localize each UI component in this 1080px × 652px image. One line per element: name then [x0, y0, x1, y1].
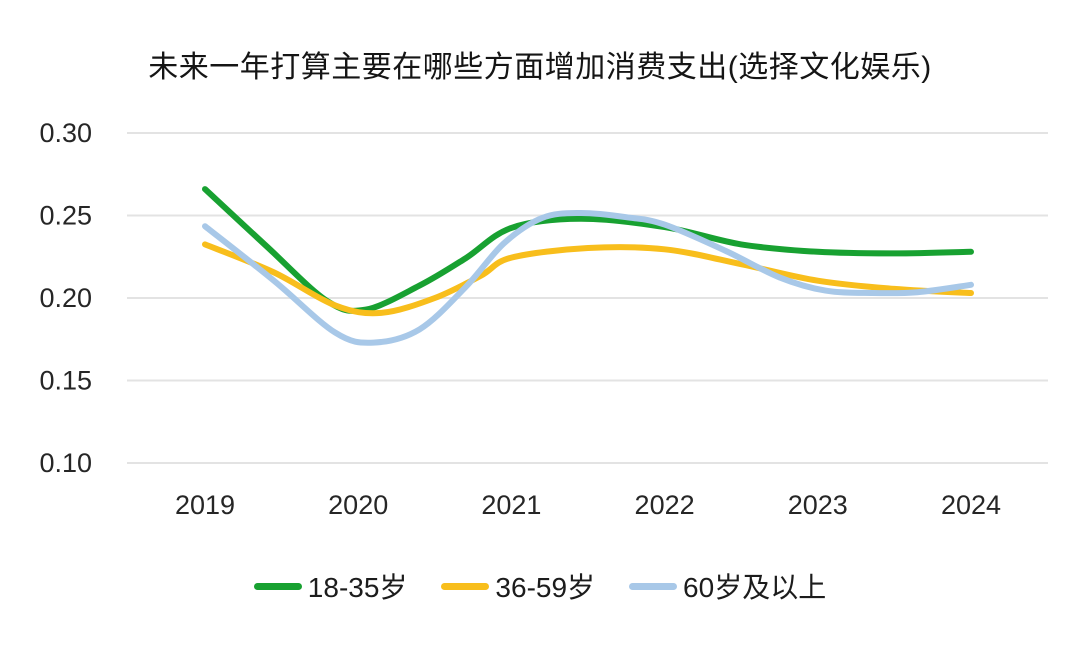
x-tick-label-2024: 2024	[941, 490, 1001, 520]
legend-item-0: 18-35岁	[253, 566, 408, 606]
x-tick-label-2023: 2023	[788, 490, 848, 520]
series-line-1	[202, 241, 974, 317]
legend-item-1: 36-59岁	[441, 566, 595, 606]
y-tick-label-0.25: 0.25	[39, 201, 92, 231]
legend-swatch-icon	[253, 582, 302, 590]
x-tick-label-2019: 2019	[175, 490, 235, 520]
chart-legend: 18-35岁 36-59岁 60岁及以上	[0, 566, 1080, 606]
legend-item-2: 60岁及以上	[629, 566, 826, 606]
x-tick-label-2020: 2020	[328, 490, 388, 520]
x-tick-label-2022: 2022	[635, 490, 695, 520]
chart-title: 未来一年打算主要在哪些方面增加消费支出(选择文化娱乐)	[148, 51, 932, 84]
y-tick-label-0.20: 0.20	[39, 283, 92, 313]
legend-label: 36-59岁	[495, 572, 596, 603]
y-tick-label-0.30: 0.30	[39, 118, 92, 148]
legend-label: 18-35岁	[307, 572, 408, 603]
x-tick-label-2021: 2021	[481, 490, 541, 520]
legend-swatch-icon	[629, 582, 678, 590]
legend-label: 60岁及以上	[683, 572, 827, 603]
legend-swatch-icon	[441, 582, 490, 590]
y-tick-label-0.15: 0.15	[39, 366, 92, 396]
series-line-2	[202, 209, 974, 346]
y-tick-label-0.10: 0.10	[39, 448, 92, 478]
